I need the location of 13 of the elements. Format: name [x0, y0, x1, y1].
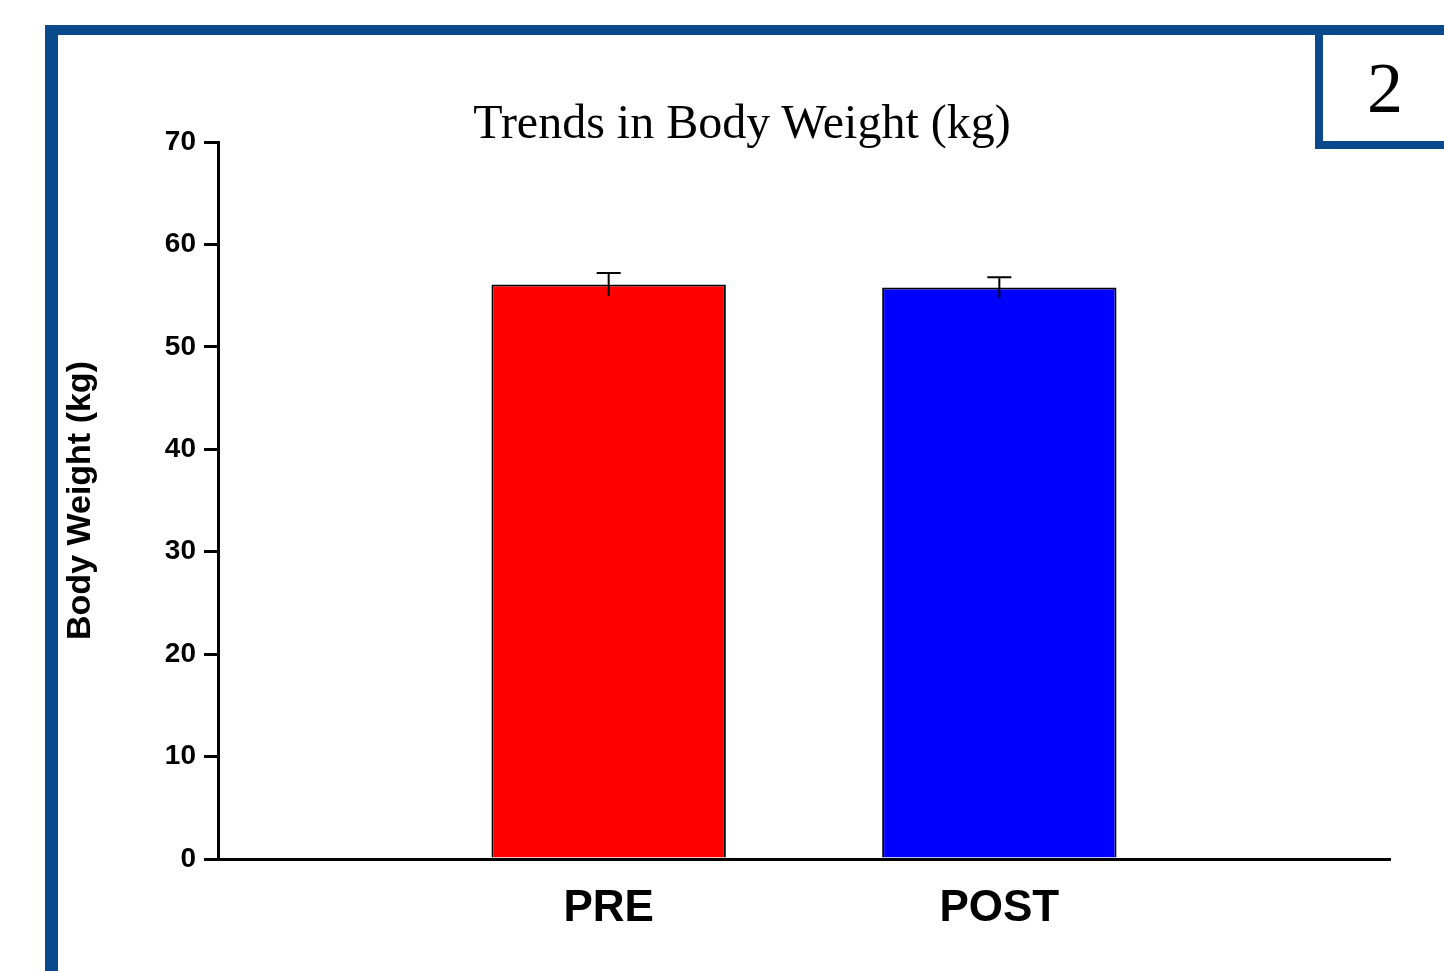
x-tick-label: PRE [563, 881, 654, 931]
y-tick-label: 20 [164, 636, 196, 668]
y-tick-label: 50 [164, 329, 196, 361]
text: 2 [1367, 48, 1403, 128]
y-tick-label: 10 [164, 739, 196, 771]
y-tick-label: 40 [164, 432, 196, 463]
chart-title: Trends in Body Weight (kg) [473, 95, 1011, 149]
y-tick-label: 30 [164, 534, 196, 566]
y-axis-title: Body Weight (kg) [58, 361, 97, 640]
x-tick-label: POST [939, 881, 1060, 931]
y-tick-label: 60 [164, 227, 196, 259]
y-tick-label: 70 [164, 124, 196, 156]
y-tick-label: 0 [180, 841, 196, 873]
